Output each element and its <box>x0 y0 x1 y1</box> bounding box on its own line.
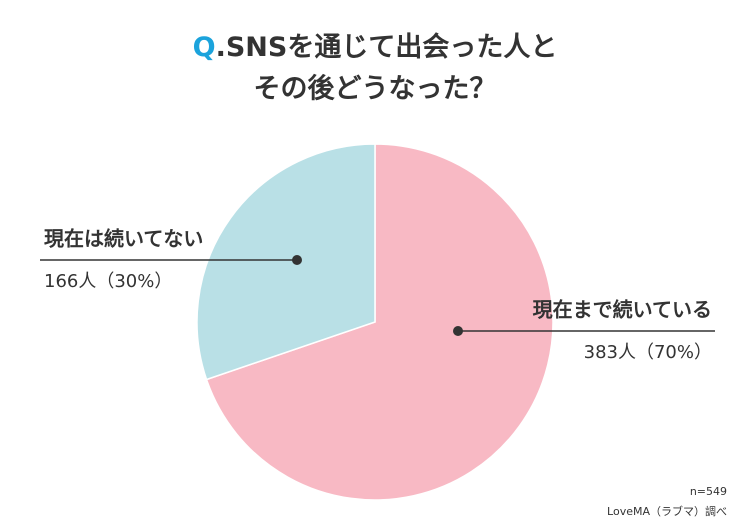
chart-title: Q.SNSを通じて出会った人と <box>193 32 558 63</box>
category-label: 現在は続いてない <box>44 227 203 251</box>
title-prefix: Q <box>193 32 216 63</box>
value-label: 166人（30%） <box>44 271 172 292</box>
pie <box>196 143 554 501</box>
source: LoveMA（ラブマ）調べ <box>607 504 727 518</box>
title-line: その後どうなった？ <box>254 74 497 105</box>
title-line: .SNSを通じて出会った人と <box>216 32 558 63</box>
value-label: 383人（70%） <box>584 342 712 363</box>
labels: 現在は続いてない 166人（30%） 現在まで続いている 383人（70%） <box>40 227 715 363</box>
category-label: 現在まで続いている <box>533 298 712 322</box>
leader-dot <box>292 255 302 265</box>
leader-dot <box>453 326 463 336</box>
pie-slice <box>196 143 376 381</box>
sample-size: n=549 <box>690 485 727 498</box>
pie-slice <box>205 143 554 501</box>
